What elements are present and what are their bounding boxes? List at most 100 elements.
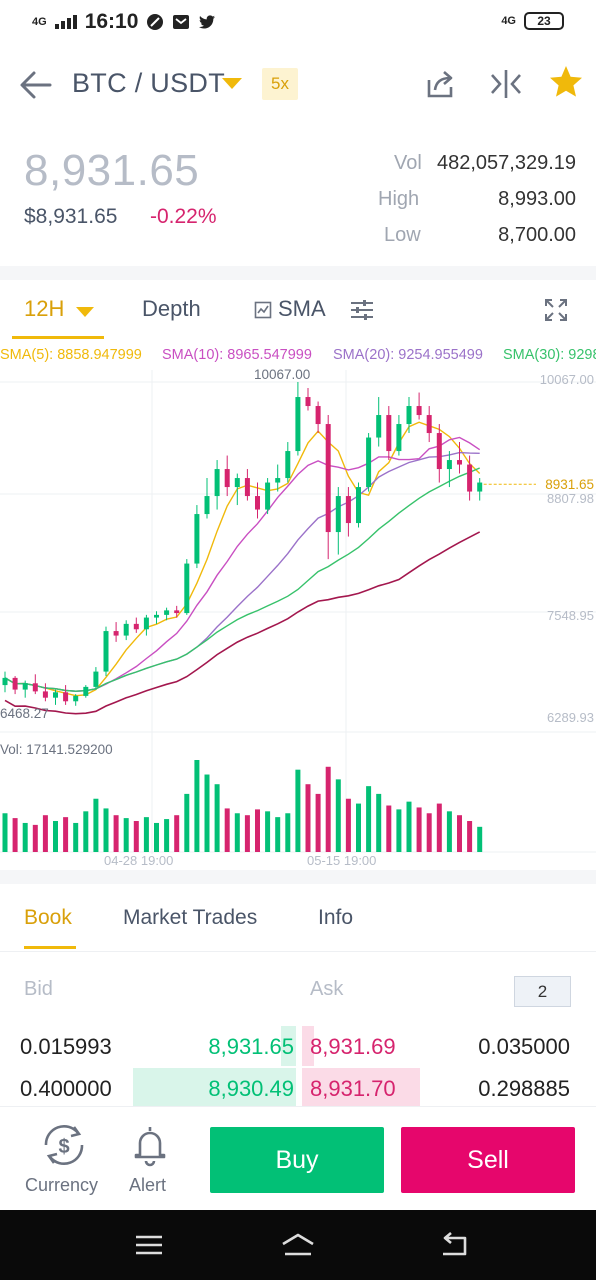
sell-button[interactable]: Sell [401,1127,575,1193]
candle-body [325,424,331,533]
candle-body [22,683,28,690]
network-type-right: 4G [501,15,516,27]
price-change: -0.22% [150,205,217,228]
fullscreen-icon[interactable] [544,298,568,322]
candle-body [376,415,382,438]
home-icon[interactable] [281,1230,315,1260]
candle-body [113,631,119,636]
candle-body [255,496,260,510]
candle-body [446,460,452,470]
depth-selector[interactable]: 2 [514,976,571,1007]
candle-body [42,691,48,698]
bid-depth-bar [281,1026,296,1066]
currency-exchange-icon[interactable]: $ [38,1123,90,1167]
volume-bar [244,815,250,852]
sma20-legend: SMA(20): 9254.955499 [333,347,483,363]
volume-bar [174,815,180,852]
tab-sma[interactable]: SMA [278,296,326,321]
candle-body [63,692,69,702]
section-divider [0,870,596,884]
book-tabs: Book Market Trades Info [0,884,596,952]
volume-bar [345,798,351,852]
section-divider [0,266,596,280]
volume-bar [22,822,28,852]
candle-body [315,406,321,425]
bid-price[interactable]: 8,930.49 [208,1076,294,1101]
tab-depth[interactable]: Depth [142,296,201,321]
menu-icon[interactable] [132,1230,166,1260]
low-value: 8,700.00 [498,224,576,246]
compare-icon[interactable] [489,68,523,100]
order-book-row[interactable]: 0.400000 8,930.49 8,931.70 0.298885 [0,1068,596,1108]
volume-bar [42,815,48,852]
price-axis-label: 6289.93 [547,710,594,725]
volume-bar [93,798,99,852]
tab-interval[interactable]: 12H [24,296,65,321]
time-axis-label: 04-28 19:00 [104,853,173,868]
tab-info[interactable]: Info [318,906,354,929]
mail-icon [173,15,190,29]
volume-bar [295,769,301,852]
bid-depth-bar [133,1068,296,1108]
order-book-row[interactable]: 0.015993 8,931.65 8,931.69 0.035000 [0,1026,596,1066]
low-marker: 6468.27 [0,706,49,721]
candle-body [164,610,170,615]
svg-text:$: $ [58,1136,69,1158]
candle-body [204,496,210,515]
candle-body [416,406,422,416]
price-chart[interactable]: SMA(5): 8858.947999 SMA(10): 8965.547999… [0,342,596,872]
pair-selector[interactable]: BTC / USDT [72,68,226,98]
chart-settings-icon[interactable] [350,298,374,322]
back-nav-icon[interactable] [437,1230,471,1260]
high-marker: 10067.00 [254,367,310,382]
tab-market-trades[interactable]: Market Trades [123,906,258,929]
alert-label[interactable]: Alert [129,1175,167,1195]
candle-body [406,406,412,425]
favorite-star-icon[interactable] [548,64,584,100]
volume-bar [73,822,79,852]
volume-bar [446,811,452,852]
sma5-legend: SMA(5): 8858.947999 [0,347,142,363]
volume-bar [265,811,271,852]
caret-down-icon[interactable] [222,78,242,89]
candle-body [174,610,180,614]
network-type: 4G [32,16,47,28]
volume-bar [83,811,89,852]
ask-price[interactable]: 8,931.69 [310,1034,396,1059]
candle-body [335,496,341,533]
candle-body [396,424,402,452]
volume-bar [12,818,18,852]
ask-price[interactable]: 8,931.70 [310,1076,396,1101]
candle-body [194,514,200,564]
candle-body [436,433,442,470]
volume-bar [356,803,361,852]
back-arrow-icon[interactable] [18,68,54,102]
last-price: 8,931.65 [24,146,200,195]
volume-bar [366,786,372,852]
candle-body [83,686,89,696]
high-label: High [378,188,420,210]
volume-bar [467,821,473,852]
sma10-legend: SMA(10): 8965.547999 [162,347,312,363]
price-axis-label: 7548.95 [547,608,594,623]
leverage-badge[interactable]: 5x [262,68,298,100]
candle-body [143,617,149,630]
candle-body [366,437,372,488]
ma-long-line [4,531,481,715]
indicator-icon[interactable] [254,301,272,319]
volume-bar [436,803,442,852]
bid-price[interactable]: 8,931.65 [208,1034,294,1059]
share-icon[interactable] [426,68,456,100]
clock: 16:10 [84,10,139,33]
currency-label[interactable]: Currency [25,1175,99,1195]
caret-down-icon[interactable] [76,307,94,317]
volume-bar [32,824,38,852]
candle-body [133,623,139,630]
candle-body [234,478,240,488]
tab-book[interactable]: Book [24,906,72,929]
candle-body [386,415,392,452]
sma30-legend: SMA(30): 9298 [503,347,596,363]
buy-button[interactable]: Buy [210,1127,384,1193]
candle-body [53,692,58,698]
bell-icon[interactable] [132,1123,168,1167]
